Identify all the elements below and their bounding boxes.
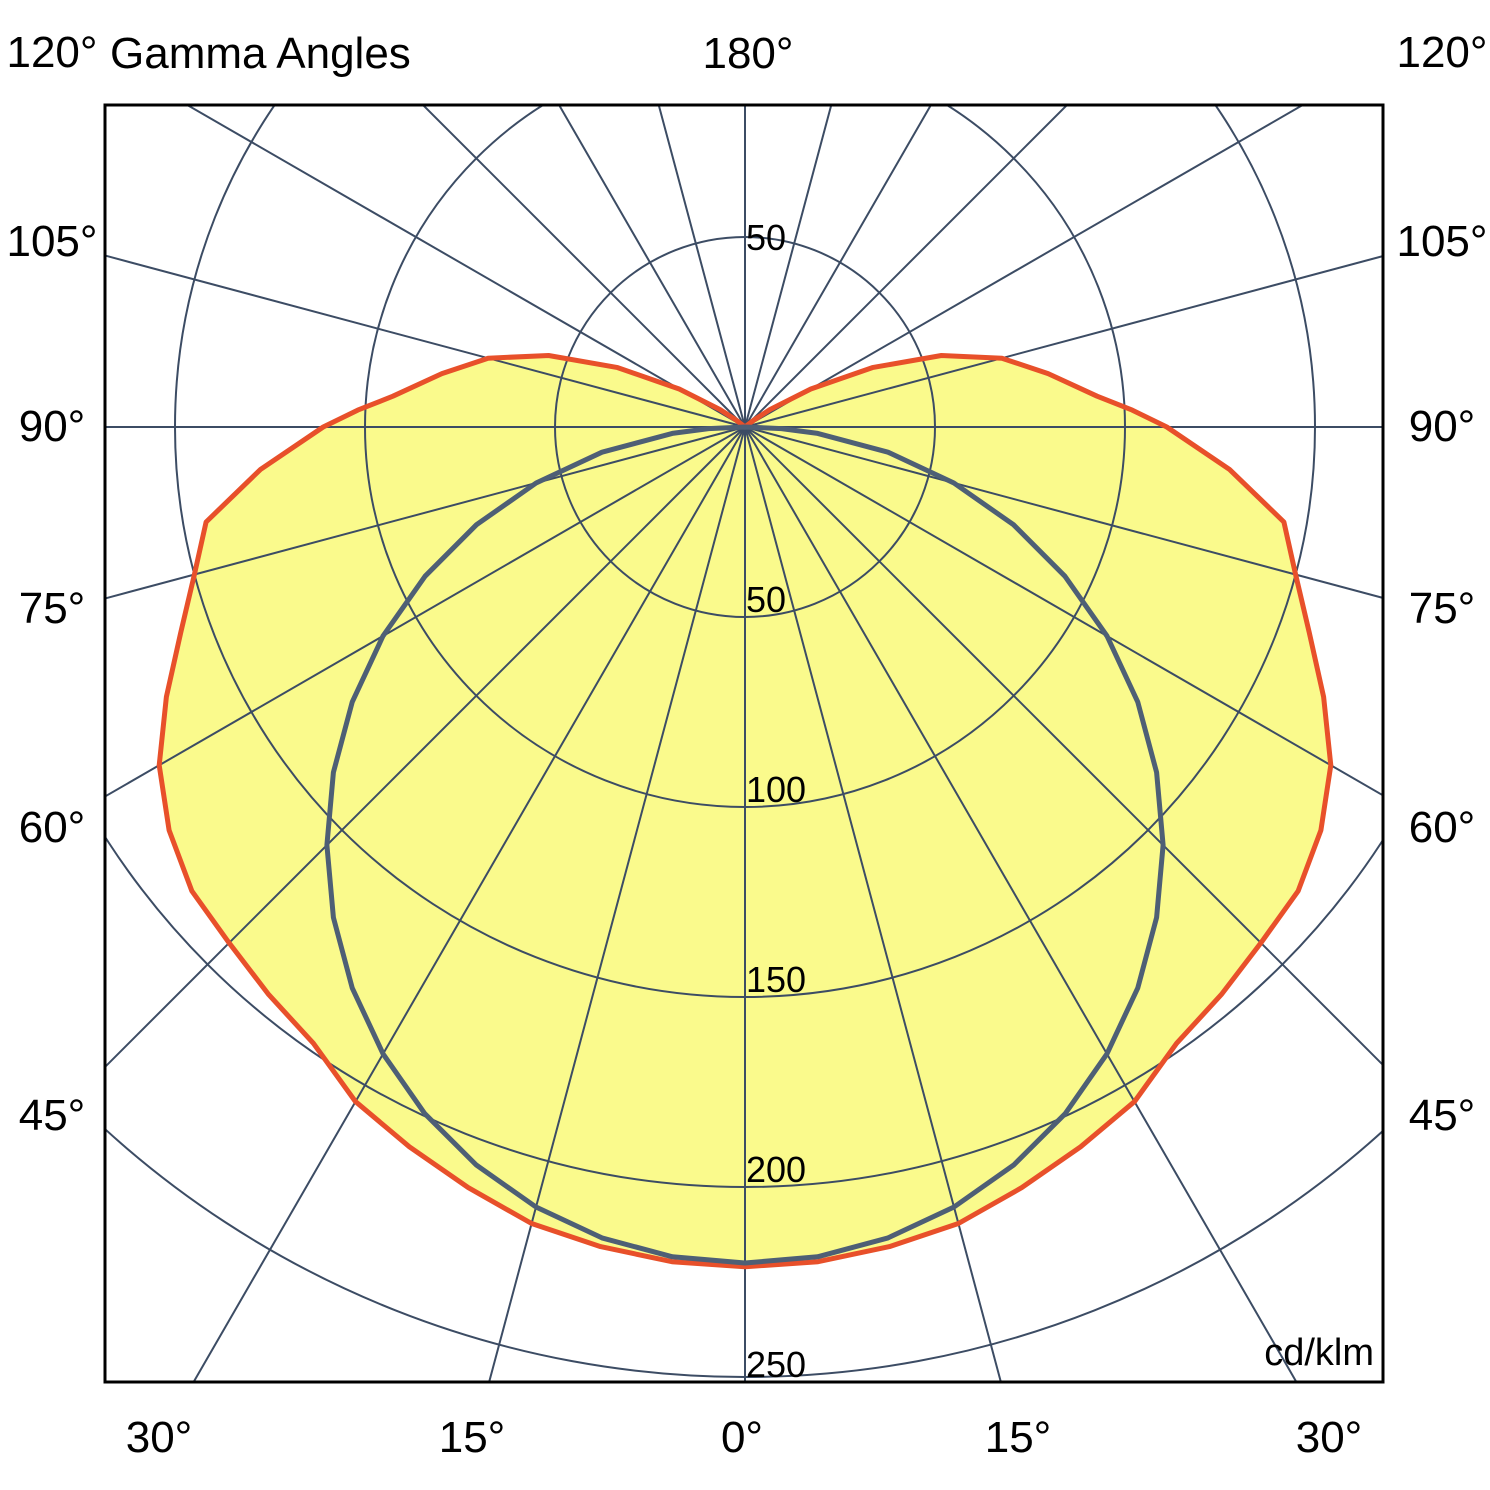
gamma-label-top: 180° [702, 29, 793, 78]
gamma-label-right: 120° [1396, 28, 1487, 77]
gamma-label-right: 60° [1409, 803, 1476, 852]
polar-grid-ray [744, 426, 1298, 1382]
radial-tick-label: 250 [746, 1344, 806, 1385]
polar-grid-ray [657, 105, 746, 428]
polar-grid-ray [488, 426, 746, 1382]
polar-grid-ray [744, 426, 1383, 797]
polar-grid-ray [421, 105, 746, 428]
radial-tick-label: 200 [746, 1149, 806, 1190]
polar-grid-ray [185, 105, 746, 428]
gamma-label-right: 105° [1396, 217, 1487, 266]
radial-tick-label: 50 [746, 579, 786, 620]
gamma-label-right: 90° [1409, 402, 1476, 451]
polar-grid-ray [744, 255, 1383, 428]
gamma-label-left: 120° [6, 28, 97, 77]
gamma-label-right: 75° [1409, 584, 1476, 633]
c90-plane-curve [324, 424, 1166, 1266]
radial-tick-circle [174, 105, 1316, 998]
gamma-label-left: 90° [19, 402, 86, 451]
gamma-label-bottom: 0° [721, 1413, 763, 1462]
polar-grid-ray [744, 426, 1383, 1067]
gamma-label-bottom: 30° [1296, 1413, 1363, 1462]
radial-tick-label: 50 [746, 217, 786, 258]
c0-plane-curve [156, 353, 1334, 1270]
gamma-label-bottom: 15° [985, 1413, 1052, 1462]
polar-grid-ray [744, 105, 1069, 428]
radial-tick-circle [105, 834, 1383, 1188]
polar-grid-ray [105, 254, 746, 428]
gamma-label-left: 105° [6, 217, 97, 266]
radial-tick-circle [364, 105, 1126, 808]
gamma-label-left: 45° [19, 1091, 86, 1140]
polar-grid-ray [557, 105, 746, 428]
gamma-label-bottom: 15° [439, 1413, 506, 1462]
polar-grid-ray [105, 426, 746, 600]
polar-grid-ray [744, 105, 933, 428]
polar-grid-ray [744, 426, 1002, 1382]
unit-label: cd/klm [1264, 1332, 1374, 1374]
radial-tick-label: 150 [746, 959, 806, 1000]
polar-grid-ray [744, 105, 1305, 428]
gamma-label-right: 45° [1409, 1091, 1476, 1140]
polar-grid-ray [105, 426, 746, 798]
gamma-label-bottom: 30° [126, 1413, 193, 1462]
chart-frame [103, 103, 1385, 1384]
polar-grid-ray [192, 426, 746, 1382]
gamma-label-left: 75° [19, 584, 86, 633]
polar-grid-ray [105, 426, 746, 1069]
polar-grid-ray [744, 105, 833, 428]
gamma-label-left: 60° [19, 803, 86, 852]
chart-title: Gamma Angles [110, 29, 411, 78]
polar-grid-ray [744, 426, 1383, 599]
radial-tick-circle [554, 236, 936, 618]
radial-tick-label: 100 [746, 769, 806, 810]
radial-tick-circle [105, 1127, 1383, 1378]
